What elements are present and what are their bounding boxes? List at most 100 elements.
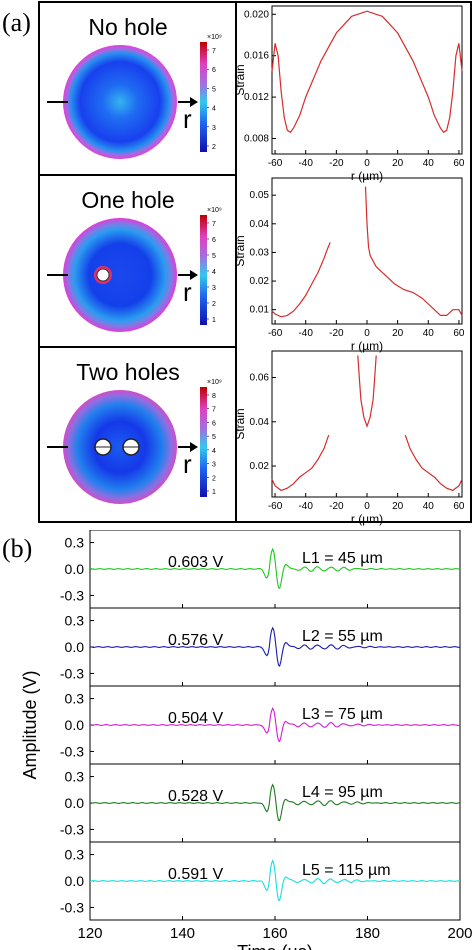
strain-curve <box>357 355 377 429</box>
waveform-panel: -0.3 0.0 0.3 0.576 V L2 = 55 µm <box>60 607 461 687</box>
plot-frame <box>271 350 463 498</box>
r-arrow-label: r <box>183 104 192 134</box>
colorbar-exponent: ×10⁹ <box>207 379 222 386</box>
y-tick-label: 0.04 <box>250 417 270 428</box>
colorbar-tick-label: 2 <box>212 144 216 151</box>
x-tick-label: -60 <box>268 158 283 169</box>
sim-title: Two holes <box>76 359 180 385</box>
hole <box>96 268 110 282</box>
y-tick-label: 0.008 <box>244 133 269 144</box>
r-arrow-head <box>190 97 198 107</box>
x-tick-label: 40 <box>423 328 435 339</box>
colorbar-tick-label: 5 <box>212 253 216 260</box>
x-tick-label: 0 <box>364 328 370 339</box>
y-tick-label: 0.03 <box>250 247 270 258</box>
y-tick-label: 0.020 <box>244 9 269 20</box>
waveform-panel: -0.3 0.0 0.3 0.603 V L1 = 45 µm <box>60 530 461 609</box>
series-label: L2 = 55 µm <box>302 628 383 645</box>
amplitude-value: 0.504 V <box>168 710 223 727</box>
y-tick-label: 0.3 <box>65 847 85 863</box>
x-tick-label: -60 <box>268 501 283 512</box>
x-tick-label: 20 <box>392 501 404 512</box>
colorbar-tick-label: 4 <box>212 106 216 113</box>
colorbar-tick-label: 6 <box>212 67 216 74</box>
y-tick-label: 0.3 <box>65 691 85 707</box>
x-tick-label: 20 <box>392 328 404 339</box>
x-tick-label: 200 <box>447 925 472 942</box>
strain-plot: -60 -40 -20 0 20 40 60 0.01 0.02 0.03 0.04 0.05 r (µ… <box>233 177 465 353</box>
x-axis-label: r (µm) <box>351 512 383 526</box>
x-tick-label: -40 <box>298 328 313 339</box>
x-tick-label: -20 <box>329 501 344 512</box>
x-axis-label: Time (µs) <box>237 942 313 950</box>
x-tick-label: 180 <box>355 925 380 942</box>
y-tick-label: 0.3 <box>65 769 85 785</box>
x-tick-label: 60 <box>453 501 465 512</box>
y-axis-label: Amplitude (V) <box>20 670 40 779</box>
strain-curve <box>364 186 463 316</box>
waveform-line <box>89 859 460 901</box>
x-tick-label: -60 <box>268 328 283 339</box>
panel-a-label: (a) <box>2 8 31 37</box>
x-tick-label: -20 <box>329 328 344 339</box>
y-tick-label: 0.02 <box>250 276 270 287</box>
strain-curve <box>271 10 463 134</box>
y-tick-label: 0.0 <box>65 717 85 733</box>
panel-a-frame <box>38 1 472 523</box>
y-tick-label: 0.04 <box>250 219 270 230</box>
y-tick-label: 0.012 <box>244 92 269 103</box>
r-arrow-head <box>190 270 198 280</box>
panel-b-figure: -0.3 0.0 0.3 0.603 V L1 = 45 µm -0.3 0.0 0.3 0.5… <box>20 530 473 950</box>
colorbar-exponent: ×10⁹ <box>207 207 222 214</box>
r-arrow-label: r <box>183 449 192 479</box>
strain-plot: -60 -40 -20 0 20 40 60 0.008 0.012 0.016 0.020 r (µ… <box>233 5 465 183</box>
y-tick-label: 0.0 <box>65 639 85 655</box>
strain-disc <box>63 390 177 504</box>
x-tick-label: 60 <box>453 328 465 339</box>
x-tick-label: 60 <box>453 158 465 169</box>
waveform-line <box>89 626 460 667</box>
colorbar-tick-label: 8 <box>212 393 216 400</box>
y-tick-label: 0.0 <box>65 795 85 811</box>
y-tick-label: 0.3 <box>65 613 85 629</box>
colorbar-tick-label: 3 <box>212 462 216 469</box>
y-tick-label: -0.3 <box>60 899 84 915</box>
y-tick-label: 0.016 <box>244 51 269 62</box>
x-tick-label: -20 <box>329 158 344 169</box>
r-arrow-head <box>190 442 198 452</box>
strain-disc <box>63 218 177 332</box>
x-tick-label: -40 <box>298 501 313 512</box>
y-axis-label: Strain <box>233 408 247 439</box>
panel-b-label: (b) <box>2 534 33 563</box>
x-axis-label: r (µm) <box>351 169 383 183</box>
x-tick-label: 120 <box>77 925 102 942</box>
waveform-panel: -0.3 0.0 0.3 0.504 V L3 = 75 µm <box>60 685 461 765</box>
strain-curve <box>271 434 330 492</box>
y-tick-label: 0.0 <box>65 561 85 577</box>
colorbar-exponent: ×10⁹ <box>207 34 222 41</box>
x-axis-label: r (µm) <box>351 339 383 353</box>
colorbar-tick-label: 5 <box>212 434 216 441</box>
colorbar-tick-label: 1 <box>212 317 216 324</box>
y-tick-label: -0.3 <box>60 587 84 603</box>
colorbar <box>200 42 207 152</box>
x-tick-label: -40 <box>298 158 313 169</box>
colorbar-tick-label: 6 <box>212 420 216 427</box>
amplitude-value: 0.591 V <box>168 866 223 883</box>
colorbar-tick-label: 2 <box>212 301 216 308</box>
series-label: L5 = 115 µm <box>302 862 391 879</box>
colorbar-tick-label: 7 <box>212 221 216 228</box>
waveform-line <box>90 547 461 590</box>
amplitude-value: 0.603 V <box>168 554 223 571</box>
series-label: L1 = 45 µm <box>302 550 383 567</box>
sim-title: No hole <box>88 14 167 40</box>
waveform-panel: -0.3 0.0 0.3 0.591 V L5 = 115 µm <box>60 841 461 921</box>
y-tick-label: 0.0 <box>65 873 85 889</box>
x-tick-label: 20 <box>392 158 404 169</box>
y-tick-label: 0.05 <box>250 190 270 201</box>
colorbar-tick-label: 3 <box>212 285 216 292</box>
x-tick-label: 0 <box>364 158 370 169</box>
colorbar-tick-label: 1 <box>212 489 216 496</box>
colorbar <box>200 215 207 325</box>
